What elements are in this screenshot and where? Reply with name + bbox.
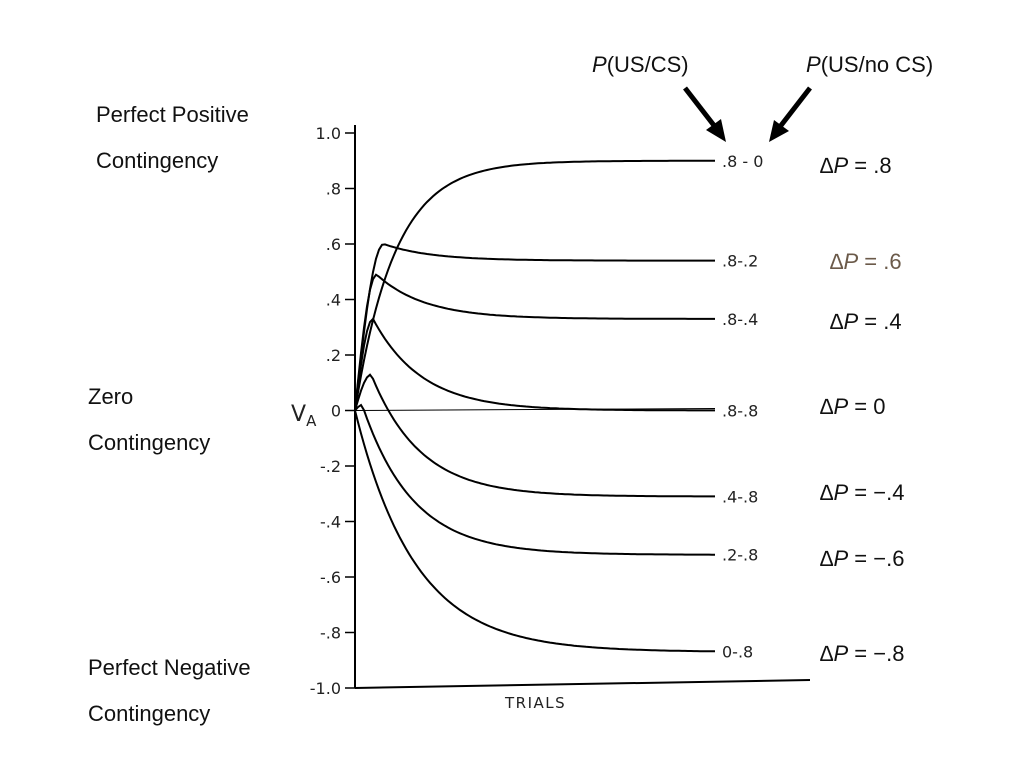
x-axis-label: TRIALS xyxy=(504,694,566,712)
y-tick-label: -.4 xyxy=(320,513,341,532)
label-perfect-positive: Perfect Positive Contingency xyxy=(96,102,249,173)
arrow-us-no-cs-head xyxy=(769,120,789,142)
pointer-arrows xyxy=(683,86,812,142)
arrow-us-cs xyxy=(683,86,718,130)
label-perfect-negative: Perfect Negative Contingency xyxy=(88,655,251,726)
y-tick-label: -.6 xyxy=(320,568,341,587)
series-lines xyxy=(354,159,716,653)
y-tick-label: .4 xyxy=(326,291,341,310)
series-labels: .8 - 0 .8-.2 .8-.4 .8-.8 .4-.8 .2-.8 0-.8 xyxy=(722,152,763,662)
arrow-us-no-cs xyxy=(777,86,812,130)
y-tick-label: 0 xyxy=(331,402,341,421)
label-zero-contingency: Zero Contingency xyxy=(88,384,211,455)
series-line xyxy=(354,159,715,411)
delta-p-label-4: ∆P = −.4 xyxy=(820,480,905,505)
series-label: .4-.8 xyxy=(722,487,758,506)
arrow-us-cs-head xyxy=(706,119,726,142)
y-tick-label: -.2 xyxy=(320,457,341,476)
header-p-us-cs: P(US/CS) xyxy=(592,52,689,77)
y-ticks: 1.0 .8 .6 .4 .2 0 -.2 -.4 -.6 -.8 -1.0 xyxy=(310,124,355,698)
delta-p-label-0: ∆P = .8 xyxy=(820,153,892,178)
series-line xyxy=(354,410,715,653)
series-label: 0-.8 xyxy=(722,642,753,661)
series-line xyxy=(354,373,715,498)
y-tick-label: .6 xyxy=(326,235,341,254)
zero-line xyxy=(354,408,716,411)
delta-p-label-6: ∆P = −.8 xyxy=(820,641,905,666)
y-tick-label: 1.0 xyxy=(316,124,341,143)
series-label: .8 - 0 xyxy=(722,152,763,171)
delta-p-label-1: ∆P = .6 xyxy=(830,249,902,274)
delta-p-label-2: ∆P = .4 xyxy=(830,309,902,334)
y-tick-label: -1.0 xyxy=(310,679,341,698)
delta-p-label-5: ∆P = −.6 xyxy=(820,546,905,571)
series-line xyxy=(354,317,715,412)
y-axis-label: VA xyxy=(291,402,317,430)
series-label: .8-.2 xyxy=(722,252,758,271)
series-line xyxy=(354,273,715,411)
series-label: .8-.4 xyxy=(722,310,758,329)
header-p-us-no-cs: P(US/no CS) xyxy=(806,52,934,77)
y-tick-label: .8 xyxy=(326,180,341,199)
series-line xyxy=(354,403,715,556)
y-tick-label: .2 xyxy=(326,346,341,365)
series-label: .8-.8 xyxy=(722,401,758,420)
series-line xyxy=(354,243,715,411)
y-tick-label: -.8 xyxy=(320,624,341,643)
x-axis xyxy=(354,679,811,689)
delta-p-label-3: ∆P = 0 xyxy=(820,394,886,419)
series-label: .2-.8 xyxy=(722,546,758,565)
